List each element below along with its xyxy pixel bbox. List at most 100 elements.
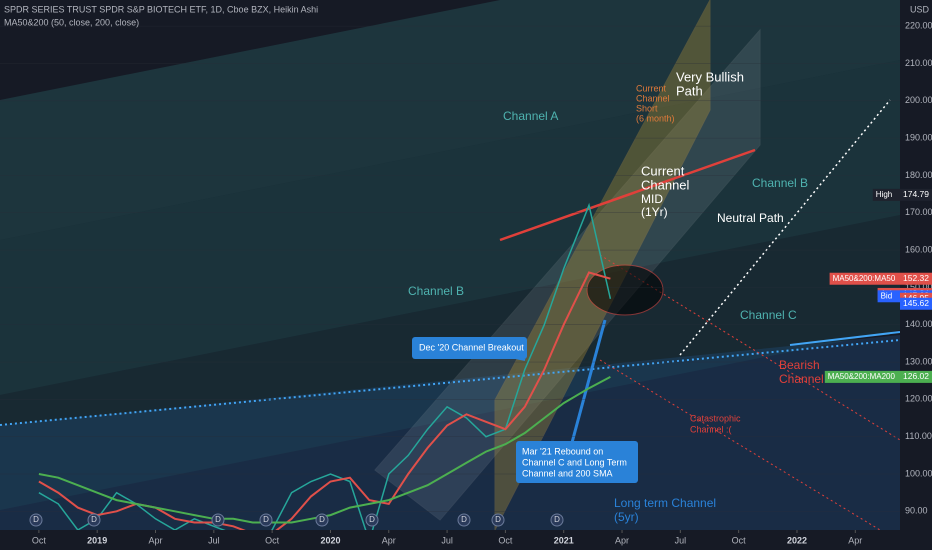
y-tick-label: 220.00 xyxy=(905,21,932,31)
dividend-marker xyxy=(550,513,564,527)
dividend-marker xyxy=(259,513,273,527)
channel-b-band xyxy=(0,60,900,395)
price-label: MA50&200:MA50 152.32 xyxy=(829,272,932,285)
y-tick-label: 100.00 xyxy=(905,468,932,478)
annotation: Channel :( xyxy=(690,424,732,434)
x-tick-label: Apr xyxy=(382,535,396,545)
bearish-line xyxy=(599,254,900,441)
annotation: Channel xyxy=(641,177,690,192)
y-tick-label: 190.00 xyxy=(905,132,932,142)
price-label-name: Bid xyxy=(881,291,893,300)
annotation: Mar '21 Rebound on xyxy=(522,446,603,456)
annotation: MID xyxy=(641,192,663,206)
series xyxy=(0,25,900,530)
dividend-label: D xyxy=(91,515,97,524)
neutral-path xyxy=(679,99,891,356)
annotation: Very Bullish xyxy=(676,69,744,84)
x-tick-label: 2019 xyxy=(87,535,107,545)
dividend-label: D xyxy=(33,515,39,524)
x-tick-label: 2022 xyxy=(787,535,807,545)
annotation: Channel and 200 SMA xyxy=(522,468,613,478)
dividend-label: D xyxy=(215,515,221,524)
annotation: Short xyxy=(636,103,658,113)
arrow xyxy=(568,319,607,451)
resistance-line xyxy=(499,148,756,242)
y-tick-label: 170.00 xyxy=(905,207,932,217)
callout-box xyxy=(516,441,638,483)
annotation: Bearish xyxy=(779,358,820,372)
price-label-bg xyxy=(872,188,932,201)
callout-box xyxy=(412,337,527,359)
time-axis xyxy=(0,530,932,550)
annotation: Neutral Path xyxy=(717,211,784,225)
y-tick-label: 210.00 xyxy=(905,58,932,68)
annotation: (1Yr) xyxy=(641,205,668,219)
annotation: Dec '20 Channel Breakout xyxy=(419,342,524,352)
series-line xyxy=(38,202,612,530)
y-tick-label: 110.00 xyxy=(905,431,932,441)
price-label: 145.62 xyxy=(900,297,932,310)
dividend-marker xyxy=(87,513,101,527)
price-label: MA50&200:MA200 126.02 xyxy=(824,370,932,383)
dividend-marker xyxy=(29,513,43,527)
x-tick-label: Oct xyxy=(732,535,747,545)
x-tick-label: Oct xyxy=(498,535,513,545)
dividend-label: D xyxy=(495,515,501,524)
annotation: Current xyxy=(636,83,667,93)
series-line xyxy=(38,271,611,530)
x-tick-label: Apr xyxy=(148,535,162,545)
price-label-bg xyxy=(900,297,932,310)
long-term-band xyxy=(0,335,900,530)
x-tick-label: 2020 xyxy=(320,535,340,545)
x-tick-label: Jul xyxy=(208,535,220,545)
dividend-label: D xyxy=(554,515,560,524)
y-tick-label: 120.00 xyxy=(905,394,932,404)
price-label-value: 126.02 xyxy=(903,371,929,381)
price-label-name: MA50&200:MA200 xyxy=(828,372,896,381)
annotation: Long term Channel xyxy=(614,496,716,510)
y-tick-label: 200.00 xyxy=(905,95,932,105)
y-tick-label: 180.00 xyxy=(905,170,932,180)
y-tick-label: 140.00 xyxy=(905,319,932,329)
channel-a-band xyxy=(0,0,900,240)
price-label-name: High xyxy=(876,190,892,199)
dividend-marker xyxy=(211,513,225,527)
annotation: (5yr) xyxy=(614,510,639,524)
x-tick-label: Oct xyxy=(32,535,47,545)
mid-channel xyxy=(374,28,761,521)
y-tick-label: 130.00 xyxy=(905,356,932,366)
y-tick-label: 90.00 xyxy=(905,506,928,516)
price-label-value: 145.62 xyxy=(903,298,929,308)
price-label-bg xyxy=(824,370,932,383)
annotation: Channel C xyxy=(740,308,797,322)
annotation: Catastrophic xyxy=(690,413,741,423)
annotation: Channel C and Long Term xyxy=(522,457,627,467)
dividend-marker xyxy=(491,513,505,527)
x-tick-label: Jul xyxy=(675,535,687,545)
dividend-label: D xyxy=(263,515,269,524)
dividend-label: D xyxy=(461,515,467,524)
price-label-bg xyxy=(829,272,932,285)
symbol: SPDR SERIES TRUST SPDR S&P BIOTECH ETF, … xyxy=(4,4,318,14)
price-label-name: MA50&200:MA50 xyxy=(833,274,896,283)
x-tick-label: 2021 xyxy=(554,535,574,545)
y-tick-label: 150.00 xyxy=(905,282,932,292)
x-tick-label: Jul xyxy=(441,535,453,545)
price-label-value: 152.32 xyxy=(903,273,929,283)
dividend-marker xyxy=(457,513,471,527)
dividend-label: D xyxy=(319,515,325,524)
price-label-value: 174.79 xyxy=(903,189,929,199)
annotation: Channel B xyxy=(408,284,464,298)
x-tick-label: Apr xyxy=(615,535,629,545)
x-tick-label: Oct xyxy=(265,535,280,545)
price-label: High 174.79 xyxy=(872,188,932,201)
dividend-marker xyxy=(365,513,379,527)
dividend-label: D xyxy=(369,515,375,524)
annotation: (6 month) xyxy=(636,113,675,123)
drawings xyxy=(0,0,900,530)
long-term-line xyxy=(0,339,900,426)
x-tick-label: Apr xyxy=(848,535,862,545)
